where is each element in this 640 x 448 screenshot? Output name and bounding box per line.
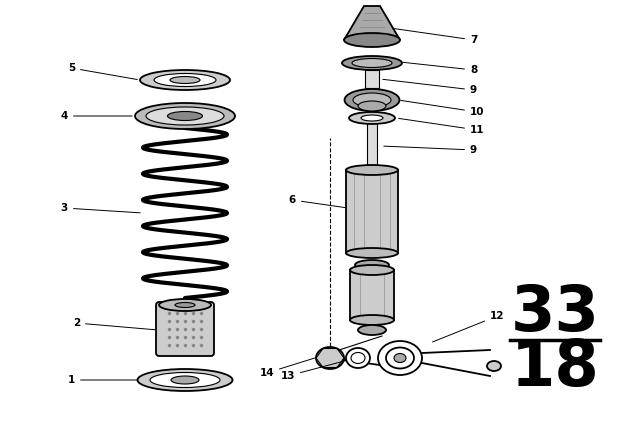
- Text: 9: 9: [383, 79, 477, 95]
- Ellipse shape: [150, 372, 220, 388]
- Text: 9: 9: [384, 145, 477, 155]
- Ellipse shape: [351, 353, 365, 363]
- Ellipse shape: [135, 103, 235, 129]
- Ellipse shape: [168, 112, 202, 121]
- Ellipse shape: [378, 341, 422, 375]
- Ellipse shape: [140, 70, 230, 90]
- Text: 18: 18: [511, 337, 600, 399]
- Text: 2: 2: [73, 318, 156, 330]
- Bar: [346, 170, 398, 253]
- Text: 1: 1: [68, 375, 137, 385]
- Ellipse shape: [175, 302, 195, 307]
- Text: 5: 5: [68, 63, 137, 80]
- Ellipse shape: [170, 77, 200, 83]
- Ellipse shape: [346, 165, 398, 175]
- Bar: [350, 270, 394, 320]
- Ellipse shape: [487, 361, 501, 371]
- Text: 14: 14: [259, 358, 316, 378]
- Text: 3: 3: [61, 203, 140, 213]
- Ellipse shape: [344, 33, 400, 47]
- Ellipse shape: [355, 260, 389, 270]
- Polygon shape: [344, 6, 400, 40]
- FancyBboxPatch shape: [156, 302, 214, 356]
- Ellipse shape: [138, 369, 232, 391]
- Text: 6: 6: [289, 195, 345, 207]
- Text: 10: 10: [401, 100, 484, 117]
- Ellipse shape: [346, 248, 398, 258]
- Text: 11: 11: [399, 118, 484, 135]
- Text: 4: 4: [61, 111, 132, 121]
- Ellipse shape: [352, 59, 392, 68]
- Ellipse shape: [349, 112, 395, 124]
- Ellipse shape: [171, 376, 199, 384]
- Ellipse shape: [353, 93, 391, 107]
- Text: 13: 13: [280, 361, 346, 381]
- Ellipse shape: [154, 73, 216, 86]
- Bar: [365, 70, 379, 88]
- Text: 12: 12: [433, 311, 504, 342]
- Ellipse shape: [350, 265, 394, 275]
- Text: 8: 8: [403, 62, 477, 75]
- Ellipse shape: [342, 56, 402, 70]
- Ellipse shape: [386, 348, 414, 369]
- Ellipse shape: [344, 89, 399, 111]
- Ellipse shape: [146, 107, 224, 125]
- Text: 33: 33: [511, 282, 600, 344]
- Ellipse shape: [159, 299, 211, 311]
- Ellipse shape: [350, 315, 394, 325]
- Ellipse shape: [346, 348, 370, 368]
- Text: 7: 7: [393, 28, 477, 45]
- Ellipse shape: [358, 325, 386, 335]
- Ellipse shape: [394, 353, 406, 362]
- Ellipse shape: [358, 101, 386, 111]
- Ellipse shape: [316, 347, 344, 369]
- Bar: [367, 123, 377, 170]
- Ellipse shape: [361, 115, 383, 121]
